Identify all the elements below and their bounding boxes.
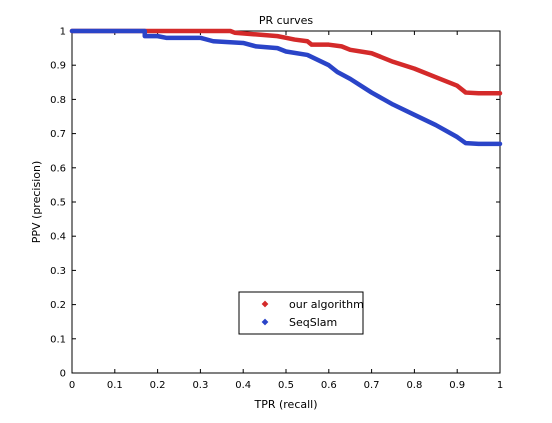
x-tick-label: 0.1 bbox=[107, 380, 123, 391]
x-tick-label: 0.5 bbox=[278, 380, 294, 391]
legend: our algorithm SeqSlam bbox=[238, 291, 364, 335]
chart-title: PR curves bbox=[259, 14, 314, 27]
y-tick-label: 0.2 bbox=[50, 300, 66, 311]
y-tick-label: 0.5 bbox=[50, 198, 66, 209]
x-tick-label: 0.9 bbox=[449, 380, 465, 391]
y-tick-label: 0.6 bbox=[50, 163, 66, 174]
y-axis-label: PPV (precision) bbox=[30, 161, 43, 244]
x-tick-label: 1 bbox=[497, 380, 503, 391]
x-axis-ticks: 0 0.1 0.2 0.3 0.4 0.5 0.6 0.7 0.8 0.9 1 bbox=[69, 31, 503, 391]
x-tick-label: 0.3 bbox=[192, 380, 208, 391]
y-tick-label: 0.9 bbox=[50, 61, 66, 72]
legend-label-our-algorithm: our algorithm bbox=[289, 298, 364, 311]
x-axis-label: TPR (recall) bbox=[253, 398, 317, 411]
series-line-seqslam bbox=[69, 28, 503, 147]
series-line-our-algorithm bbox=[69, 28, 503, 96]
legend-label-seqslam: SeqSlam bbox=[289, 316, 337, 329]
x-tick-label: 0.4 bbox=[235, 380, 251, 391]
legend-marker-seqslam bbox=[261, 318, 269, 326]
x-tick-label: 0.7 bbox=[364, 380, 380, 391]
series-layer bbox=[69, 28, 503, 147]
y-tick-label: 0.1 bbox=[50, 334, 66, 345]
x-tick-label: 0.2 bbox=[150, 380, 166, 391]
x-tick-label: 0.8 bbox=[406, 380, 422, 391]
y-tick-label: 0.7 bbox=[50, 129, 66, 140]
x-tick-label: 0 bbox=[69, 380, 75, 391]
y-tick-label: 0.4 bbox=[50, 232, 66, 243]
legend-box bbox=[238, 291, 364, 335]
y-axis-ticks: 0 0.1 0.2 0.3 0.4 0.5 0.6 0.7 0.8 0.9 1 bbox=[50, 27, 500, 380]
y-tick-label: 0.8 bbox=[50, 95, 66, 106]
y-tick-label: 0 bbox=[60, 369, 66, 380]
y-tick-label: 0.3 bbox=[50, 266, 66, 277]
legend-marker-our-algorithm bbox=[261, 300, 269, 308]
y-tick-label: 1 bbox=[60, 27, 66, 38]
x-tick-label: 0.6 bbox=[321, 380, 337, 391]
